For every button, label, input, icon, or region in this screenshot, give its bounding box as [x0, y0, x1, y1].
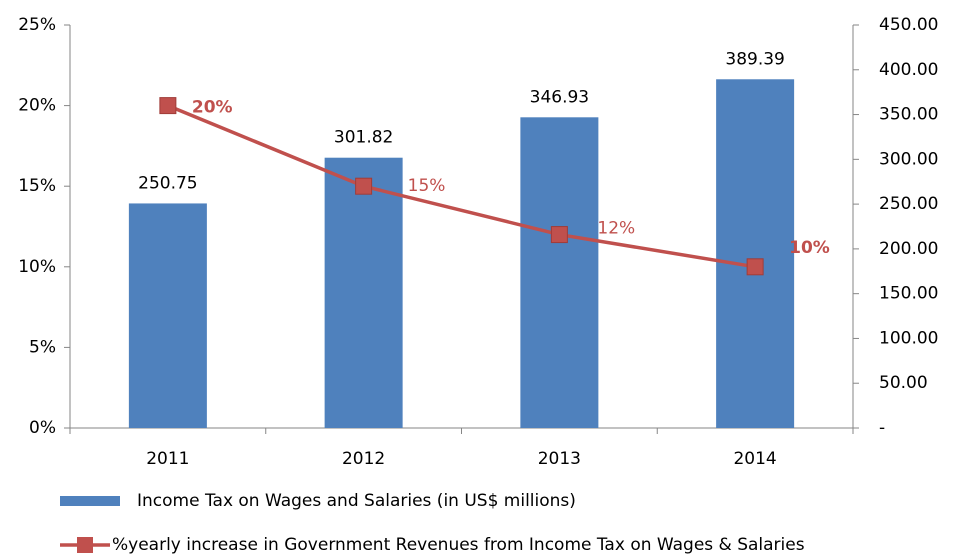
x-tick-label: 2011	[146, 449, 189, 469]
legend-label: Income Tax on Wages and Salaries (in US$…	[137, 491, 576, 511]
line-marker	[550, 226, 568, 244]
legend-label: %yearly increase in Government Revenues …	[112, 535, 805, 554]
y2-tick-label: 150.00	[879, 284, 938, 304]
line	[167, 103, 756, 269]
y2-tick-label: 50.00	[879, 373, 928, 393]
x-tick-label: 2014	[733, 449, 776, 469]
line-value-label: 20%	[192, 98, 233, 118]
y2-tick-label: 200.00	[879, 239, 938, 259]
y2-tick-label: 400.00	[879, 60, 938, 80]
line-marker	[355, 177, 373, 195]
y-tick-label: 10%	[18, 257, 56, 277]
line-marker	[159, 97, 177, 115]
y-tick-label: 20%	[18, 96, 56, 116]
bar	[324, 157, 403, 428]
y2-tick-label: -	[879, 418, 885, 438]
line-value-label: 12%	[597, 219, 635, 239]
y-tick-label: 15%	[18, 176, 56, 196]
x-tick-label: 2012	[342, 449, 385, 469]
y-tick-label: 0%	[29, 418, 56, 438]
legend-swatch-marker	[77, 537, 93, 553]
bar	[128, 203, 207, 428]
bar-value-label: 250.75	[138, 173, 197, 193]
bar-value-label: 389.39	[725, 49, 784, 69]
line-marker	[746, 258, 764, 276]
bar-value-label: 346.93	[530, 87, 589, 107]
y-tick-label: 5%	[29, 337, 56, 357]
y2-tick-label: 300.00	[879, 149, 938, 169]
legend-swatch	[60, 496, 120, 506]
line-value-label: 15%	[408, 176, 446, 196]
x-tick-label: 2013	[538, 449, 581, 469]
y2-tick-label: 100.00	[879, 328, 938, 348]
bar	[520, 117, 599, 429]
y-tick-label: 25%	[18, 15, 56, 35]
bar-value-label: 301.82	[334, 128, 393, 148]
y2-tick-label: 350.00	[879, 105, 938, 125]
bar	[716, 79, 795, 428]
y2-tick-label: 450.00	[879, 15, 938, 35]
y2-tick-label: 250.00	[879, 194, 938, 214]
line-value-label: 10%	[789, 238, 830, 258]
